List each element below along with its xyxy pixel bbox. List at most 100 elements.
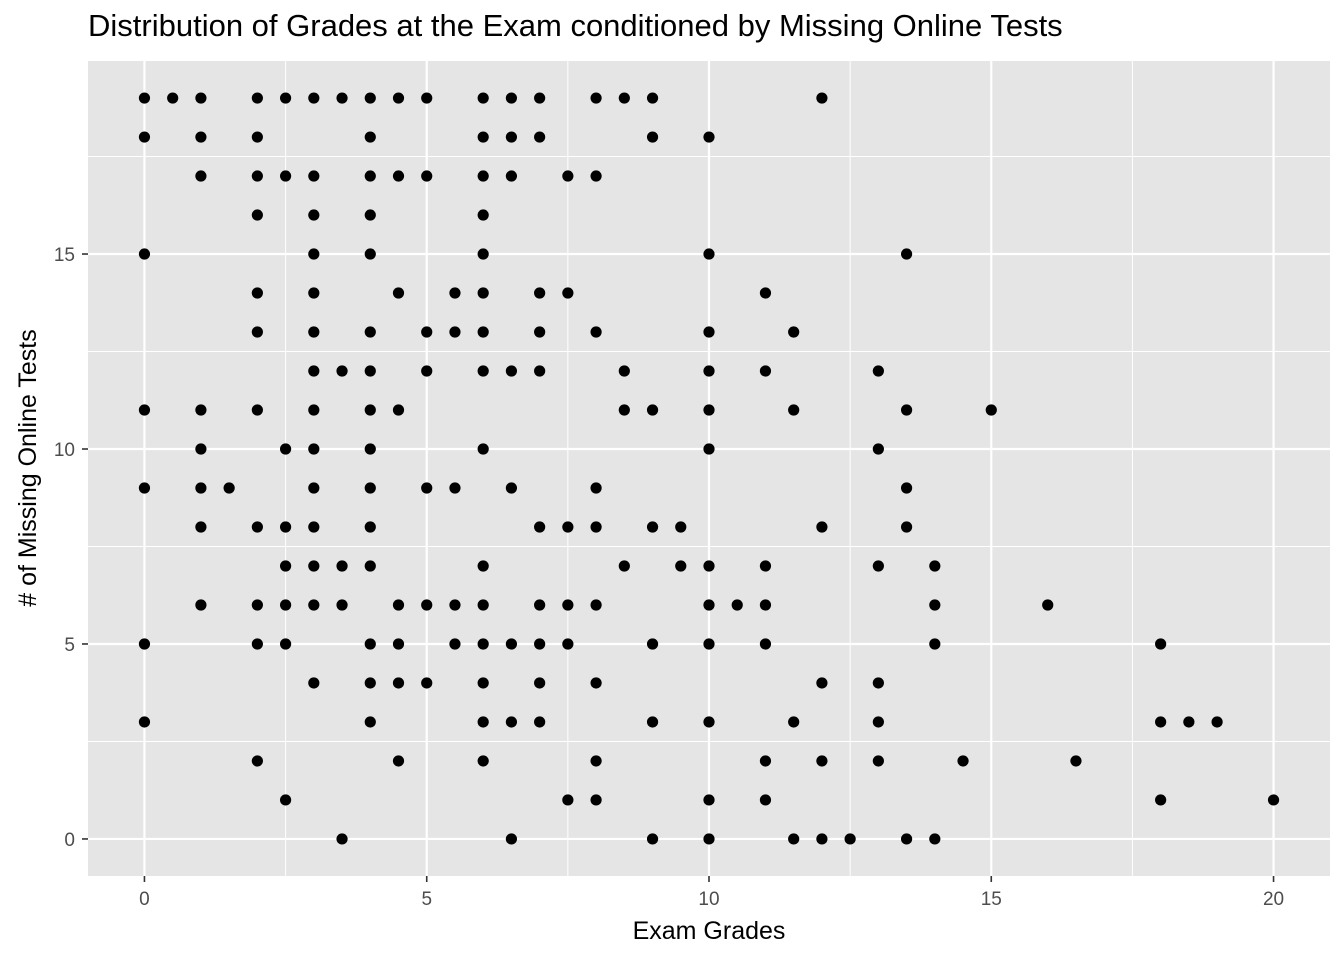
data-point [759, 599, 772, 611]
data-point [195, 443, 207, 455]
data-point [336, 599, 348, 611]
data-point [364, 560, 376, 572]
data-point [336, 833, 348, 845]
data-point [477, 287, 489, 299]
data-point [646, 404, 659, 416]
data-point [985, 404, 997, 416]
data-point [703, 560, 715, 572]
data-point [562, 521, 574, 533]
data-point [929, 560, 941, 572]
data-point [618, 404, 630, 416]
x-tick-label: 5 [421, 889, 432, 910]
data-point [590, 755, 602, 767]
data-point [477, 131, 489, 143]
data-point [929, 599, 941, 611]
data-point [900, 521, 913, 533]
data-point [534, 326, 546, 338]
data-point [138, 131, 151, 143]
data-point [279, 92, 292, 104]
x-tick-label: 15 [981, 889, 1002, 910]
data-point [703, 638, 715, 650]
data-point [590, 92, 602, 104]
data-point [534, 599, 546, 611]
data-point [308, 209, 320, 221]
data-point [534, 521, 546, 533]
data-point [308, 287, 320, 299]
data-point [1211, 716, 1223, 728]
data-point [421, 170, 433, 182]
data-point [251, 755, 263, 767]
y-axis: 0 5 10 15 [54, 245, 88, 851]
data-point [759, 365, 772, 377]
data-point [505, 716, 518, 728]
data-point [251, 326, 263, 338]
data-point [618, 92, 630, 104]
data-point [336, 365, 348, 377]
data-point [505, 482, 518, 494]
data-point [279, 521, 292, 533]
data-point [392, 599, 405, 611]
data-point [364, 326, 376, 338]
data-point [731, 599, 743, 611]
data-point [872, 677, 884, 689]
x-axis: 0 5 10 15 20 [139, 876, 1284, 910]
data-point [505, 92, 518, 104]
data-point [646, 716, 659, 728]
data-point [251, 521, 263, 533]
data-point [788, 833, 800, 845]
data-point [308, 248, 320, 260]
data-point [251, 92, 263, 104]
data-point [590, 326, 602, 338]
data-point [590, 794, 602, 806]
data-point [138, 248, 151, 260]
x-tick-label: 20 [1263, 889, 1284, 910]
data-point [703, 365, 715, 377]
data-point [364, 677, 376, 689]
data-point [364, 443, 376, 455]
data-point [195, 482, 207, 494]
y-tick-label: 15 [54, 245, 75, 266]
data-point [364, 170, 376, 182]
data-point [364, 404, 376, 416]
data-point [477, 248, 489, 260]
data-point [872, 560, 884, 572]
data-point [1183, 716, 1195, 728]
data-point [618, 365, 630, 377]
data-point [449, 599, 461, 611]
data-point [1155, 794, 1167, 806]
data-point [872, 716, 884, 728]
data-point [336, 92, 348, 104]
y-tick-label: 5 [64, 635, 75, 656]
data-point [562, 287, 574, 299]
data-point [1070, 755, 1082, 767]
data-point [251, 638, 263, 650]
data-point [477, 560, 489, 572]
data-point [646, 833, 659, 845]
data-point [477, 638, 489, 650]
data-point [703, 599, 715, 611]
data-point [646, 521, 659, 533]
data-point [675, 521, 687, 533]
data-point [477, 365, 489, 377]
data-point [759, 287, 772, 299]
data-point [364, 482, 376, 494]
y-tick-label: 10 [54, 440, 75, 461]
data-point [929, 833, 941, 845]
data-point [308, 482, 320, 494]
data-point [449, 482, 461, 494]
data-point [392, 677, 405, 689]
data-point [392, 755, 405, 767]
data-point [900, 404, 913, 416]
data-point [703, 443, 715, 455]
data-point [477, 716, 489, 728]
data-point [421, 677, 433, 689]
data-point [449, 326, 461, 338]
data-point [534, 716, 546, 728]
data-point [336, 560, 348, 572]
data-point [364, 92, 376, 104]
data-point [138, 716, 151, 728]
data-point [279, 599, 292, 611]
data-point [449, 287, 461, 299]
data-point [308, 443, 320, 455]
data-point [167, 92, 179, 104]
